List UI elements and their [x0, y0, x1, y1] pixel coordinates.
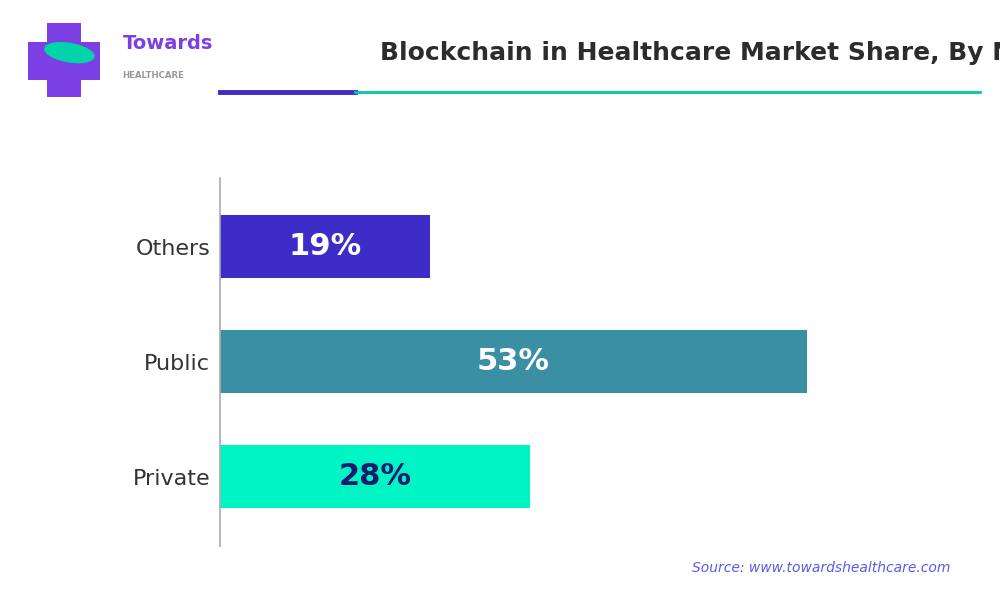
Text: HEALTHCARE: HEALTHCARE: [123, 71, 184, 80]
Polygon shape: [45, 43, 94, 63]
Text: Towards: Towards: [123, 34, 213, 53]
Bar: [220, 330, 807, 393]
Text: 28%: 28%: [339, 462, 412, 491]
Bar: [220, 445, 530, 508]
Bar: [28, 42, 100, 80]
Text: 53%: 53%: [477, 347, 550, 376]
Text: Blockchain in Healthcare Market Share, By Network Type, 2022 (%): Blockchain in Healthcare Market Share, B…: [380, 42, 1000, 65]
Text: 19%: 19%: [289, 232, 362, 262]
Text: Source: www.towardshealthcare.com: Source: www.towardshealthcare.com: [692, 561, 950, 575]
Bar: [47, 23, 81, 97]
Bar: [220, 215, 430, 279]
